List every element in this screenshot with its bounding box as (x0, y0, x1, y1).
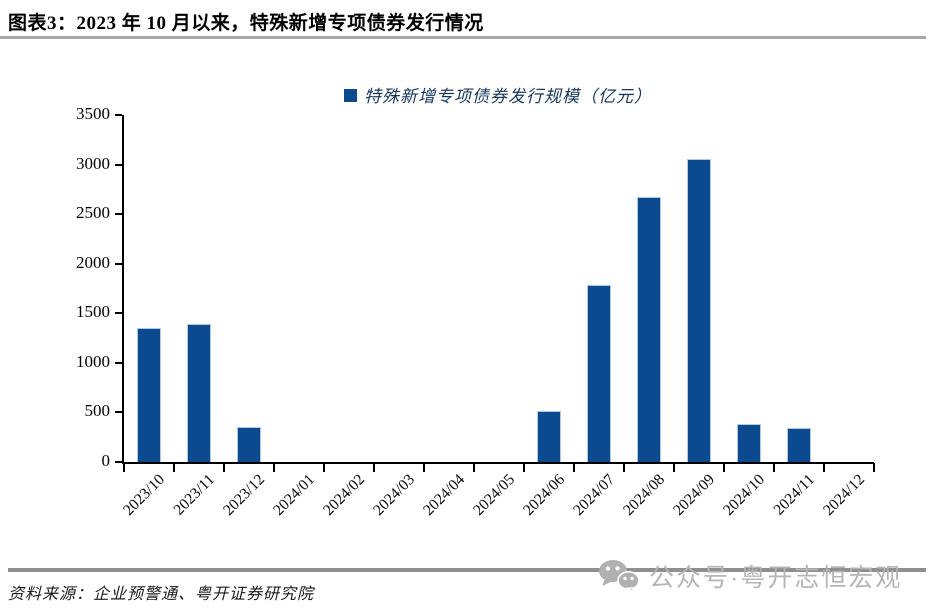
bar-2023/10 (137, 328, 161, 462)
x-axis-tick (223, 463, 225, 472)
bar-2024/09 (687, 159, 711, 462)
watermark: 公众号·粤开志恒宏观 (598, 558, 902, 594)
x-axis-tick (573, 463, 575, 472)
bar-2024/08 (637, 197, 661, 462)
y-axis-line (122, 115, 124, 464)
y-axis-tick (115, 411, 122, 414)
y-axis-tick (115, 262, 122, 265)
x-axis-tick (123, 463, 125, 472)
x-axis-tick (173, 463, 175, 472)
y-axis-tick (115, 361, 122, 364)
bar-chart: 特殊新增专项债券发行规模（亿元） 0 500 1000 1500 2000 2500 300… (76, 82, 875, 519)
y-axis-tick (115, 312, 122, 315)
chart-legend: 特殊新增专项债券发行规模（亿元） (122, 82, 874, 107)
bar-2024/10 (737, 423, 761, 462)
y-axis-tick (115, 163, 122, 166)
bar-2024/06 (537, 410, 561, 462)
y-axis-tick (115, 114, 122, 116)
y-axis-tick-label: 0 (101, 451, 111, 470)
y-axis-tick-label: 3000 (76, 153, 110, 173)
x-axis-tick (423, 463, 425, 472)
title-divider (0, 36, 926, 39)
x-axis-line (122, 462, 874, 464)
y-axis-tick (115, 213, 122, 216)
x-axis-tick (323, 463, 325, 472)
bar-2024/11 (787, 427, 811, 462)
x-axis-tick (773, 463, 775, 472)
y-axis-tick-label: 500 (84, 401, 111, 421)
y-axis-tick-label: 3500 (76, 104, 110, 123)
wechat-icon (599, 560, 640, 593)
x-axis-tick (523, 463, 525, 472)
bar-2023/11 (187, 324, 211, 462)
bar-2023/12 (237, 426, 261, 462)
watermark-text: 公众号·粤开志恒宏观 (649, 564, 903, 592)
bar-2024/07 (587, 285, 611, 462)
chart-title: 图表3：2023 年 10 月以来，特殊新增专项债券发行情况 (8, 13, 484, 34)
legend-swatch-icon (344, 88, 357, 102)
legend-label: 特殊新增专项债券发行规模（亿元） (364, 87, 652, 106)
source-note: 资料来源：企业预警通、粤开证券研究院 (8, 586, 315, 603)
y-axis-tick-label: 1000 (76, 351, 110, 371)
x-axis-tick (673, 463, 675, 472)
x-axis-tick (873, 463, 875, 472)
x-axis-tick (723, 463, 725, 472)
x-axis-tick (473, 463, 475, 472)
x-axis-tick (823, 463, 825, 472)
y-axis-tick (115, 461, 122, 463)
x-axis-tick (623, 463, 625, 472)
footer-divider (8, 568, 926, 572)
y-axis-tick-label: 1500 (76, 302, 110, 322)
x-axis-tick (373, 463, 375, 472)
x-axis-tick (273, 463, 275, 472)
y-axis-tick-label: 2500 (76, 203, 110, 223)
y-axis-tick-label: 2000 (76, 252, 110, 272)
